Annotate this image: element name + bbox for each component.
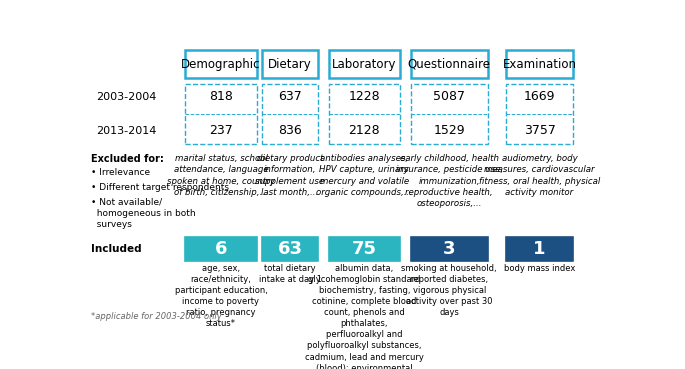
Text: 1529: 1529 <box>434 124 465 137</box>
Text: Examination: Examination <box>503 58 577 71</box>
FancyBboxPatch shape <box>185 237 257 261</box>
Text: antibodies analyses,
HPV capture, urinary
mercury and volatile
organic compounds: antibodies analyses, HPV capture, urinar… <box>316 154 412 197</box>
Text: total dietary
intake at day 1: total dietary intake at day 1 <box>258 264 321 284</box>
Text: Included: Included <box>91 244 142 254</box>
FancyBboxPatch shape <box>506 50 573 78</box>
Text: 6: 6 <box>215 240 227 258</box>
FancyBboxPatch shape <box>262 84 318 144</box>
FancyBboxPatch shape <box>411 84 488 144</box>
Text: early childhood, health
insurance, pesticide use,
immunization,
reproductive hea: early childhood, health insurance, pesti… <box>396 154 503 208</box>
FancyBboxPatch shape <box>262 237 318 261</box>
Text: 836: 836 <box>278 124 302 137</box>
Text: marital status, school
attendance, language
spoken at home, country
of birth, ci: marital status, school attendance, langu… <box>167 154 275 197</box>
Text: body mass index: body mass index <box>504 264 575 273</box>
Text: 3: 3 <box>443 240 456 258</box>
Text: 1669: 1669 <box>524 90 556 103</box>
Text: • Different target respondents: • Different target respondents <box>91 183 229 192</box>
Text: 237: 237 <box>209 124 233 137</box>
Text: 75: 75 <box>352 240 377 258</box>
Text: 2128: 2128 <box>349 124 380 137</box>
Text: *applicable for 2003-2004 only: *applicable for 2003-2004 only <box>91 312 222 321</box>
Text: Dietary: Dietary <box>268 58 312 71</box>
Text: 2013-2014: 2013-2014 <box>96 126 157 136</box>
Text: • Irrelevance: • Irrelevance <box>91 168 150 177</box>
Text: Excluded for:: Excluded for: <box>91 154 164 164</box>
Text: Demographic: Demographic <box>182 58 261 71</box>
Text: 63: 63 <box>277 240 303 258</box>
Text: 818: 818 <box>209 90 233 103</box>
Text: 1: 1 <box>534 240 546 258</box>
FancyBboxPatch shape <box>411 237 488 261</box>
Text: albumin data,
glycohemoglobin standard
biochemistry, fasting,
cotinine, complete: albumin data, glycohemoglobin standard b… <box>305 264 424 369</box>
Text: age, sex,
race/ethnicity,
participant education,
income to poverty
ratio, pregna: age, sex, race/ethnicity, participant ed… <box>175 264 267 328</box>
FancyBboxPatch shape <box>329 84 400 144</box>
Text: 2003-2004: 2003-2004 <box>96 92 157 102</box>
FancyBboxPatch shape <box>411 50 488 78</box>
Text: Laboratory: Laboratory <box>332 58 397 71</box>
Text: 637: 637 <box>278 90 302 103</box>
FancyBboxPatch shape <box>329 237 400 261</box>
Text: 1228: 1228 <box>349 90 380 103</box>
FancyBboxPatch shape <box>506 84 573 144</box>
FancyBboxPatch shape <box>329 50 400 78</box>
FancyBboxPatch shape <box>262 50 318 78</box>
Text: 5087: 5087 <box>434 90 465 103</box>
Text: Questionnaire: Questionnaire <box>408 58 490 71</box>
FancyBboxPatch shape <box>185 50 257 78</box>
FancyBboxPatch shape <box>506 237 573 261</box>
Text: dietary product
information,
supplement use
last month,...: dietary product information, supplement … <box>256 154 325 197</box>
FancyBboxPatch shape <box>185 84 257 144</box>
Text: • Not available/
  homogeneous in both
  surveys: • Not available/ homogeneous in both sur… <box>91 197 195 229</box>
Text: audiometry, body
measures, cardiovascular
fitness, oral health, physical
activit: audiometry, body measures, cardiovascula… <box>479 154 600 197</box>
Text: smoking at household,
reported diabetes,
vigorous physical
activity over past 30: smoking at household, reported diabetes,… <box>401 264 497 317</box>
Text: 3757: 3757 <box>523 124 556 137</box>
